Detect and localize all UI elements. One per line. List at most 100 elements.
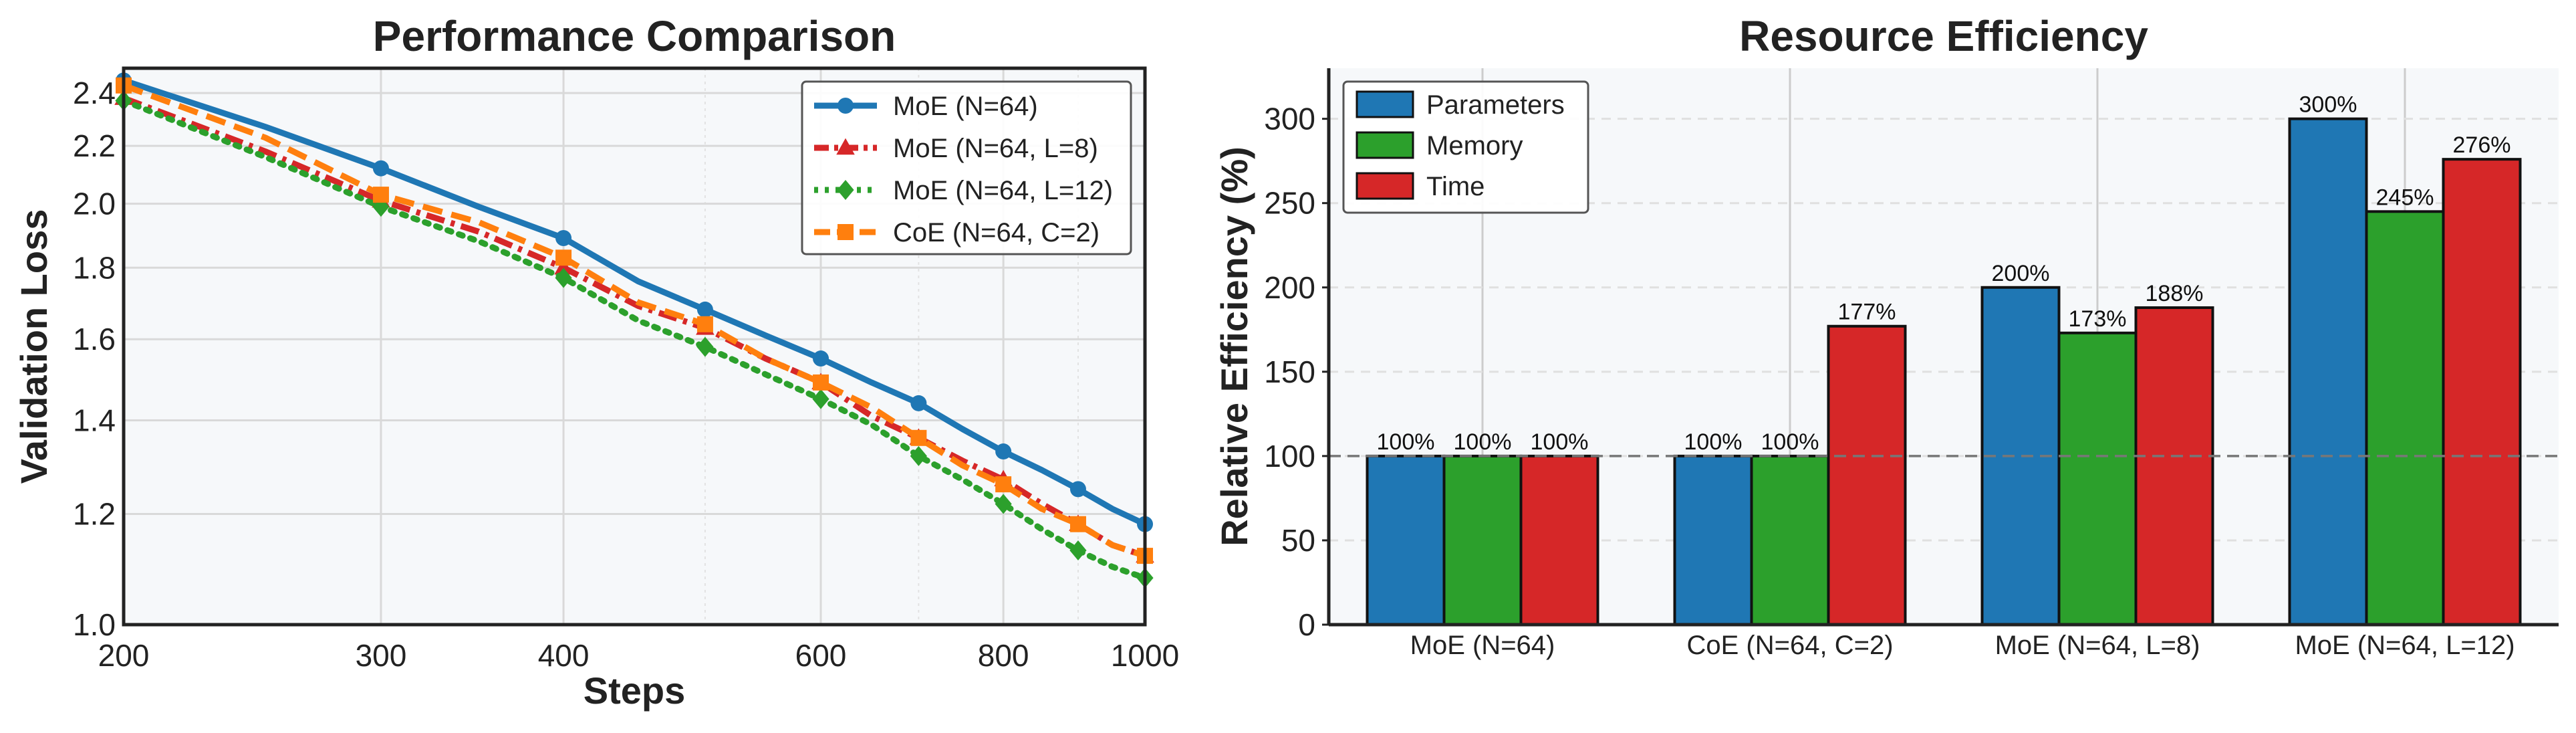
y-tick-label: 1.4 [73,403,116,437]
series-4 [116,77,1153,564]
x-tick-label: 600 [795,638,847,673]
performance-comparison-chart: 200 300 400 600 800 1000 1.0 1.2 1.4 1.6 1.8 2.0 2.… [13,12,1179,712]
data-point [910,445,927,466]
bar [2442,158,2522,627]
bar [2057,331,2138,626]
x-tick-labels: MoE (N=64) CoE (N=64, C=2) MoE (N=64, L=8)… [1410,631,2515,660]
plot-frame [122,66,1147,627]
data-point [555,249,572,266]
legend: Parameters Memory Time [1342,80,1589,214]
data-point [696,301,713,318]
bar-value-label: 100% [1761,429,1819,455]
x-tick-label: MoE (N=64, L=12) [2295,631,2515,660]
left-chart-title: Performance Comparison [373,12,896,60]
legend-marker [838,224,854,240]
right-chart-title: Resource Efficiency [1739,12,2148,60]
data-point [995,494,1012,514]
data-point [555,268,572,288]
bar-value-label: 100% [1454,429,1512,455]
bar-value-label: 177% [1838,300,1896,325]
legend-marker [838,98,854,114]
y-tick-label: 300 [1264,102,1315,136]
data-point [1069,481,1086,498]
legend-swatch [1356,90,1414,118]
series-parameters: 100% 100% 200% 300% [1366,92,2368,627]
bar [2134,306,2214,626]
x-tick-label: 400 [538,638,590,673]
y-tick-label: 2.0 [73,187,116,221]
bar-value-label: 100% [1684,429,1743,455]
bar-value-label: 188% [2146,281,2204,306]
data-point [696,316,713,332]
y-tick-label: 1.6 [73,322,116,356]
x-tick-label: 200 [98,638,150,673]
y-tick-label: 200 [1264,270,1315,305]
data-point [372,187,389,203]
y-tick-label: 1.0 [73,607,116,642]
legend-marker [836,138,855,155]
y-tick-label: 100 [1264,439,1315,474]
bar [1366,454,1446,626]
series-lines [114,72,1154,589]
data-point [554,257,573,275]
y-tick-label: 250 [1264,186,1315,221]
y-tick-labels: 0 50 100 150 200 250 300 [1264,102,1329,642]
bar-value-label: 100% [1377,429,1435,455]
legend-label: MoE (N=64, L=12) [893,176,1113,205]
data-point [555,229,572,246]
y-tick-labels: 1.0 1.2 1.4 1.6 1.8 2.0 2.2 2.4 [73,76,116,642]
data-point [1069,540,1087,561]
data-point [696,336,714,357]
x-tick-labels: 200 300 400 600 800 1000 [98,638,1180,673]
legend-label: Parameters [1426,90,1565,120]
data-point [813,350,829,367]
x-tick-label: MoE (N=64) [1410,631,1555,660]
bar-value-label: 300% [2299,92,2357,118]
series-memory: 100% 100% 173% 245% [1442,185,2445,626]
bar-value-label: 276% [2453,132,2511,158]
series-3 [115,90,1154,589]
legend-swatch [1356,131,1414,159]
bar [1519,454,1599,626]
legend-label: MoE (N=64) [893,92,1038,121]
data-point [910,395,927,411]
data-point [812,389,829,409]
y-tick-label: 2.4 [73,76,116,110]
data-point [995,476,1012,493]
bar [1673,454,1753,626]
data-point [813,374,829,391]
legend-label: Memory [1426,131,1523,161]
resource-efficiency-chart: 100% 100% 200% 300% 100% 100% 173% 245% 100% 177%… [1213,12,2559,660]
y-tick-label: 0 [1298,607,1315,642]
data-point [910,429,927,446]
y-tick-label: 150 [1264,354,1315,389]
series-time: 100% 177% 188% 276% [1519,132,2522,627]
bars: 100% 100% 200% 300% 100% 100% 173% 245% 100% 177%… [1329,92,2559,627]
bar [1827,324,1907,626]
x-tick-label: CoE (N=64, C=2) [1686,631,1893,660]
data-point [1069,516,1086,532]
data-point [372,160,389,177]
x-tick-label: 800 [978,638,1029,673]
y-axis-label: Relative Efficiency (%) [1213,146,1255,546]
bar-value-label: 100% [1531,429,1589,455]
x-tick-label: 300 [356,638,407,673]
bar-value-label: 200% [1992,261,2050,286]
bar [1750,454,1830,626]
bar-value-label: 245% [2376,185,2434,210]
series-1 [116,72,1153,532]
y-tick-label: 2.2 [73,128,116,163]
x-axis-label: Steps [584,669,686,712]
data-point [995,443,1012,460]
legend-box [801,80,1132,255]
bar [2288,117,2368,627]
legend: MoE (N=64) MoE (N=64, L=8) MoE (N=64, L=12… [801,80,1132,255]
bar-value-label: 173% [2069,306,2127,332]
y-tick-label: 1.8 [73,250,116,285]
y-axis-label: Validation Loss [13,209,55,484]
legend-marker [837,180,854,200]
x-tick-label: MoE (N=64, L=8) [1995,631,2200,660]
bar [2365,210,2445,626]
legend-label: CoE (N=64, C=2) [893,218,1100,247]
